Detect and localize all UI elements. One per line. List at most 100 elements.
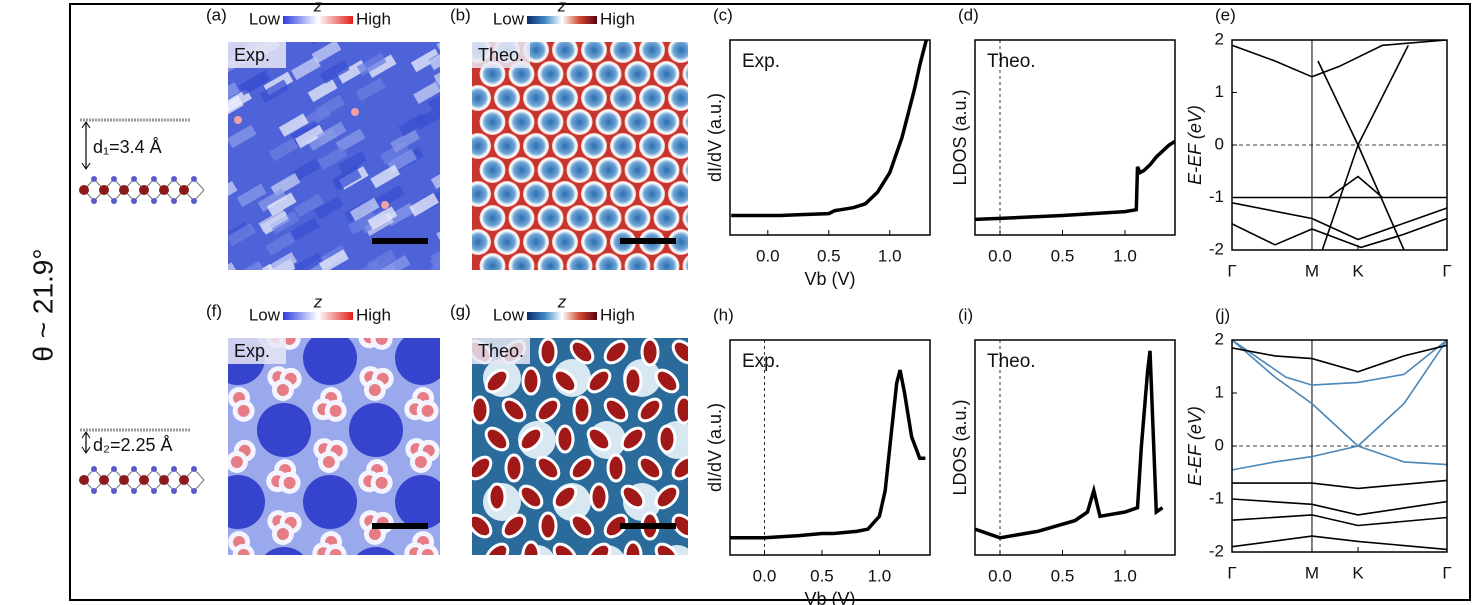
map-texture <box>313 196 344 220</box>
colorbar-high: High <box>356 305 391 324</box>
atom-x <box>111 466 117 472</box>
band <box>1232 340 1447 386</box>
y-tick-label: 0 <box>1215 134 1224 153</box>
map-texture <box>303 475 357 529</box>
atom-x <box>111 176 117 182</box>
map-texture <box>472 455 493 481</box>
tag-bg <box>228 338 286 364</box>
x-tick-label: Γ <box>1227 261 1236 280</box>
map-texture <box>438 259 440 270</box>
map-texture <box>494 133 520 159</box>
map-image <box>472 37 738 270</box>
map-texture <box>290 217 321 241</box>
spectrum-curve <box>975 350 1164 540</box>
map-texture <box>697 37 723 63</box>
x-tick-label: Γ <box>1227 563 1236 582</box>
map-texture <box>381 201 389 209</box>
map-texture <box>322 456 335 469</box>
map-texture <box>671 339 688 365</box>
map-image <box>228 42 476 270</box>
x-tick-label: M <box>1305 563 1319 582</box>
map-texture <box>337 150 368 175</box>
map-texture <box>595 205 622 231</box>
y-tick-label: -1 <box>1209 187 1224 206</box>
x-tick-label: 0.5 <box>810 566 834 585</box>
x-tick-label: K <box>1352 261 1364 280</box>
map-texture <box>303 338 357 385</box>
map-texture <box>668 85 688 111</box>
map-texture <box>440 224 470 248</box>
map-texture <box>479 253 506 270</box>
map-texture <box>603 397 629 423</box>
colorbar <box>283 16 353 24</box>
axes-frame <box>1231 39 1448 251</box>
map-texture <box>409 193 439 217</box>
panel-label: (g) <box>450 301 471 320</box>
map-texture <box>311 42 342 64</box>
x-tick-label: 0.0 <box>988 246 1012 265</box>
colorbar-z: z <box>557 292 567 311</box>
map-texture <box>712 61 738 87</box>
map-texture <box>620 484 646 510</box>
y-tick-label: -1 <box>1209 488 1224 507</box>
panel-label: (e) <box>1215 5 1236 24</box>
map-texture <box>668 229 688 255</box>
map-texture <box>370 164 401 189</box>
y-tick-label: 1 <box>1215 382 1224 401</box>
map-texture <box>653 253 680 270</box>
colorbar-high: High <box>600 9 635 28</box>
map-texture <box>569 455 595 481</box>
map-tag: Exp. <box>234 45 270 65</box>
map-texture <box>538 511 558 541</box>
map-texture <box>668 181 688 207</box>
map-texture <box>436 42 440 54</box>
map-texture <box>508 109 535 135</box>
map-texture <box>501 397 527 423</box>
map-texture <box>294 193 324 218</box>
map-texture <box>415 312 427 324</box>
map-texture <box>586 542 612 555</box>
map-texture <box>329 404 342 417</box>
atom-m <box>139 185 149 195</box>
map-texture <box>228 95 244 120</box>
distance-label: d₂=2.25 Å <box>93 435 173 455</box>
map-texture <box>446 145 476 169</box>
band <box>1232 340 1447 471</box>
map-texture <box>610 133 636 159</box>
map-texture <box>234 584 256 605</box>
map-texture <box>523 229 549 255</box>
atom-m <box>179 475 189 485</box>
map-tag: Theo. <box>478 341 524 361</box>
map-texture <box>523 133 549 159</box>
map-texture <box>368 528 381 541</box>
x-tick-label: M <box>1305 261 1319 280</box>
map-texture <box>639 42 665 63</box>
map-texture <box>380 255 411 270</box>
atom-x <box>191 176 197 182</box>
map-texture <box>484 542 510 555</box>
map-texture <box>518 484 544 510</box>
atom-x <box>171 198 177 204</box>
map-texture <box>257 403 311 457</box>
map-texture <box>552 484 578 510</box>
map-texture <box>654 542 680 555</box>
map-texture <box>318 587 330 599</box>
map-image <box>472 338 688 555</box>
map-tag: Theo. <box>478 45 524 65</box>
map-texture <box>484 426 510 452</box>
x-tick-label: 0.5 <box>1051 246 1075 265</box>
plot-area <box>1232 340 1447 551</box>
map-texture <box>428 46 440 71</box>
map-texture <box>552 42 578 63</box>
x-tick-label: Γ <box>1442 563 1451 582</box>
map-texture <box>237 404 250 417</box>
map-texture <box>359 269 390 270</box>
map-texture <box>316 121 347 146</box>
map-texture <box>455 475 467 487</box>
map-texture <box>624 205 651 231</box>
atom-x <box>111 488 117 494</box>
map-texture <box>668 42 688 63</box>
map-texture <box>653 61 680 87</box>
atom-m <box>119 475 129 485</box>
atom-x <box>131 198 137 204</box>
